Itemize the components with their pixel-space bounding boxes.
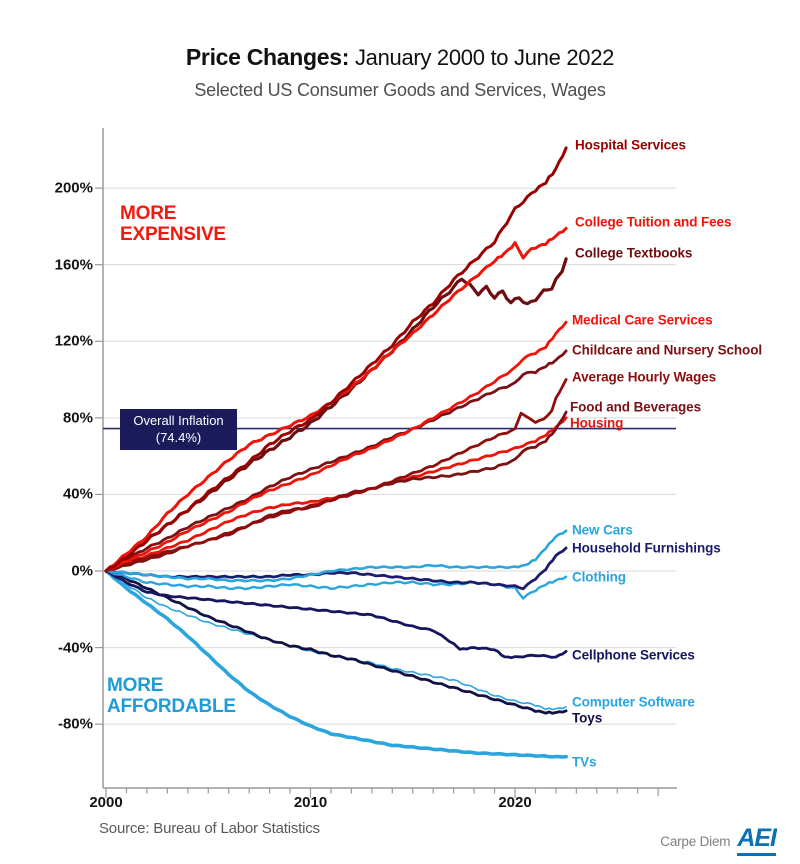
more-expensive-line2: EXPENSIVE: [120, 224, 226, 246]
title-rest: January 2000 to June 2022: [349, 45, 615, 70]
x-axis-label-2010: 2010: [293, 794, 328, 811]
series-label-housing: Housing: [570, 415, 624, 431]
chart-line-college_tuition: [104, 226, 568, 573]
chart-line-new_cars: [104, 529, 568, 583]
series-label-toys: Toys: [572, 710, 603, 726]
branding: Carpe Diem AEI: [660, 826, 777, 856]
series-label-medical_care_services: Medical Care Services: [572, 312, 713, 328]
y-axis-label-40%: 40%: [62, 485, 93, 503]
more-affordable-line1: MORE: [107, 675, 164, 696]
chart-line-toys: [104, 569, 568, 715]
series-label-tvs: TVs: [572, 754, 597, 770]
more-affordable-label: MORE AFFORDABLE: [107, 675, 236, 718]
chart-line-cellphone_services: [104, 569, 568, 660]
series-label-cellphone_services: Cellphone Services: [572, 647, 695, 663]
carpe-diem-wordmark: Carpe Diem: [660, 833, 731, 849]
series-label-average_hourly_wages: Average Hourly Wages: [572, 369, 717, 385]
chart-line-household_furnishings: [104, 546, 568, 591]
chart-line-medical_care_services: [104, 320, 568, 573]
x-axis-label-2000: 2000: [89, 794, 123, 811]
y-axis-label-80%: 80%: [62, 409, 93, 427]
chart-line-tvs: [104, 569, 568, 759]
inflation-callout: Overall Inflation (74.4%): [120, 409, 237, 450]
chart-line-average_hourly_wages: [104, 378, 568, 573]
series-label-food_and_beverages: Food and Beverages: [570, 399, 701, 415]
aei-logo: AEI: [737, 826, 777, 856]
page-subtitle: Selected US Consumer Goods and Services,…: [194, 80, 606, 100]
series-label-clothing: Clothing: [572, 569, 626, 585]
more-expensive-line1: MORE: [120, 203, 177, 224]
y-axis-label--40%: -40%: [57, 639, 93, 657]
inflation-callout-label: Overall Inflation: [133, 413, 224, 429]
y-axis-label--80%: -80%: [57, 715, 93, 733]
page-title: Price Changes: January 2000 to June 2022: [0, 44, 800, 71]
series-label-hospital_services: Hospital Services: [575, 137, 686, 153]
series-label-household_furnishings: Household Furnishings: [572, 540, 721, 556]
y-axis-label-0%: 0%: [71, 562, 93, 580]
inflation-callout-value: (74.4%): [155, 429, 202, 445]
more-expensive-label: MORE EXPENSIVE: [120, 203, 226, 246]
title-bold: Price Changes:: [185, 44, 350, 70]
chart-line-hospital_services: [104, 146, 568, 573]
series-label-new_cars: New Cars: [572, 522, 633, 538]
series-label-computer_software: Computer Software: [572, 694, 695, 710]
y-axis-label-160%: 160%: [54, 256, 93, 274]
y-axis-label-200%: 200%: [54, 179, 93, 197]
series-label-college_textbooks: College Textbooks: [575, 245, 693, 261]
x-axis-label-2020: 2020: [498, 794, 532, 811]
series-label-college_tuition: College Tuition and Fees: [575, 214, 732, 230]
more-affordable-line2: AFFORDABLE: [107, 696, 236, 718]
series-label-childcare: Childcare and Nursery School: [572, 342, 763, 358]
source-note: Source: Bureau of Labor Statistics: [99, 820, 320, 837]
y-axis-label-120%: 120%: [54, 332, 93, 350]
chart-line-childcare: [104, 349, 568, 573]
